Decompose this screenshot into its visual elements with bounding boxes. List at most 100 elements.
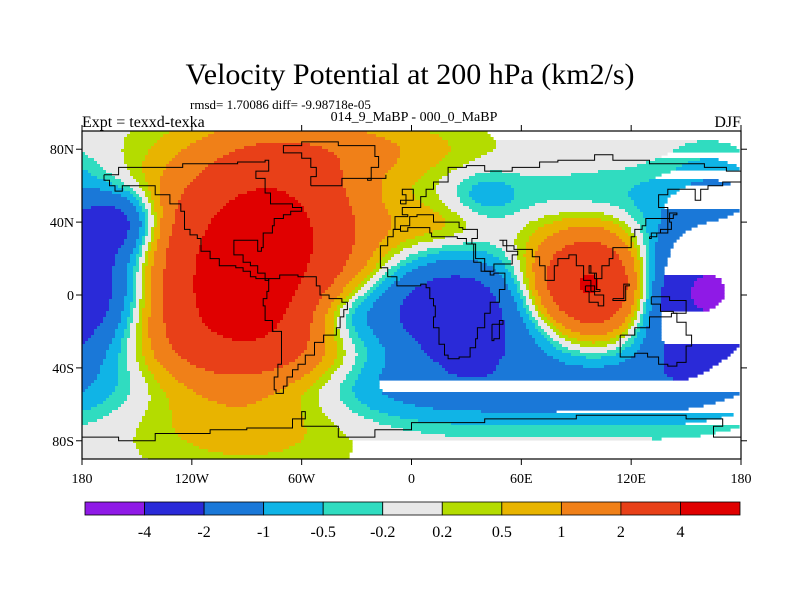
- contour-cell: [112, 278, 128, 282]
- contour-cell: [358, 377, 380, 381]
- contour-cell: [343, 299, 350, 303]
- contour-cell: [394, 164, 437, 168]
- contour-cell: [181, 437, 305, 441]
- contour-cell: [358, 284, 365, 288]
- contour-cell: [415, 287, 491, 291]
- contour-cell: [139, 227, 146, 231]
- contour-cell: [82, 341, 86, 345]
- contour-cell: [448, 152, 488, 156]
- contour-cell: [622, 227, 632, 231]
- contour-cell: [460, 182, 479, 186]
- contour-cell: [625, 221, 638, 225]
- contour-cell: [391, 425, 740, 429]
- contour-cell: [502, 308, 518, 312]
- contour-cell: [163, 209, 176, 213]
- contour-cell: [136, 272, 143, 276]
- contour-cell: [109, 305, 125, 309]
- contour-cell: [352, 209, 389, 213]
- contour-cell: [637, 206, 665, 210]
- contour-cell: [472, 209, 521, 213]
- contour-cell: [148, 251, 155, 255]
- contour-cell: [406, 296, 497, 300]
- contour-cell: [502, 260, 512, 264]
- contour-cell: [127, 215, 140, 219]
- contour-cell: [646, 326, 662, 330]
- contour-cell: [355, 287, 362, 291]
- contour-cell: [82, 278, 113, 282]
- contour-cell: [352, 389, 383, 393]
- contour-cell: [142, 170, 164, 174]
- contour-cell: [199, 314, 284, 318]
- contour-cell: [145, 296, 152, 300]
- contour-cell: [319, 404, 347, 408]
- contour-cell: [166, 164, 209, 168]
- contour-cell: [340, 311, 350, 315]
- contour-cell: [352, 302, 362, 306]
- contour-cell: [382, 194, 416, 198]
- contour-cell: [169, 401, 218, 405]
- contour-cell: [655, 257, 668, 261]
- contour-cell: [535, 296, 542, 300]
- contour-cell: [334, 323, 338, 327]
- contour-cell: [556, 302, 623, 306]
- contour-cell: [154, 230, 161, 234]
- contour-cell: [145, 230, 149, 234]
- contour-cell: [523, 302, 527, 306]
- contour-cell: [139, 365, 149, 369]
- contour-cell: [547, 275, 584, 279]
- coastline-segment: [379, 227, 506, 360]
- stats-line: rmsd= 1.70086 diff= -9.98718e-05: [190, 97, 371, 112]
- contour-cell: [202, 395, 269, 399]
- contour-cell: [697, 305, 716, 309]
- contour-cell: [625, 329, 629, 333]
- contour-cell: [136, 347, 143, 351]
- contour-cell: [322, 293, 341, 297]
- contour-cell: [649, 260, 656, 264]
- contour-cell: [130, 185, 140, 189]
- contour-cell: [634, 200, 668, 204]
- contour-cell: [352, 365, 365, 369]
- contour-cell: [124, 296, 134, 300]
- contour-cell: [154, 200, 161, 204]
- contour-cell: [655, 266, 665, 270]
- contour-cell: [145, 305, 152, 309]
- contour-cell: [139, 248, 143, 252]
- contour-cell: [82, 254, 116, 258]
- contour-cell: [136, 326, 143, 330]
- contour-cell: [139, 203, 146, 207]
- contour-cell: [343, 266, 365, 270]
- contour-cell: [199, 245, 314, 249]
- contour-cell: [559, 308, 620, 312]
- contour-cell: [655, 269, 665, 273]
- contour-cell: [355, 362, 365, 366]
- contour-cell: [526, 287, 530, 291]
- contour-cell: [343, 362, 356, 366]
- contour-cell: [628, 191, 677, 195]
- contour-cell: [364, 344, 383, 348]
- contour-cell: [655, 260, 668, 264]
- contour-cell: [109, 299, 125, 303]
- contour-cell: [490, 242, 515, 246]
- contour-cell: [355, 275, 368, 279]
- contour-cell: [514, 281, 521, 285]
- contour-cell: [343, 182, 383, 186]
- contour-cell: [151, 212, 158, 216]
- contour-cell: [328, 311, 335, 315]
- contour-cell: [346, 320, 353, 324]
- contour-cell: [334, 314, 341, 318]
- contour-cell: [334, 362, 344, 366]
- contour-cell: [529, 239, 545, 243]
- contour-cell: [169, 407, 302, 411]
- contour-cell: [334, 335, 341, 339]
- contour-cell: [328, 380, 344, 384]
- contour-cell: [637, 311, 644, 315]
- contour-cell: [532, 293, 539, 297]
- contour-cell: [112, 293, 128, 297]
- contour-cell: [145, 224, 149, 228]
- contour-cell: [538, 293, 551, 297]
- contour-cell: [433, 239, 515, 243]
- contour-cell: [403, 248, 428, 252]
- contour-cell: [505, 338, 536, 342]
- contour-cell: [82, 200, 131, 204]
- contour-cell: [133, 248, 140, 252]
